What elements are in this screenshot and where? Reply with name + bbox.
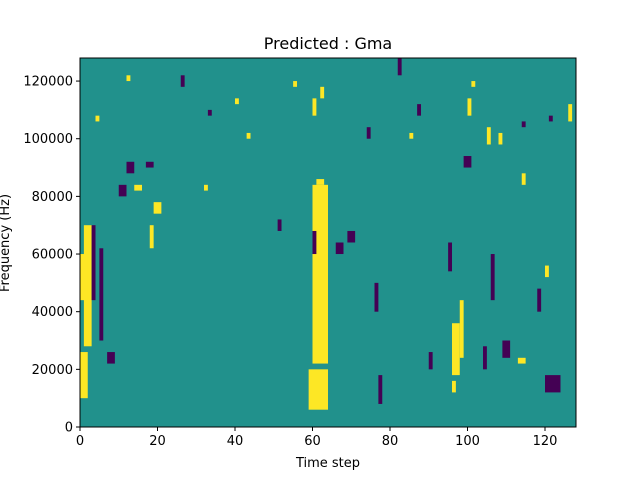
plot-area xyxy=(79,57,577,428)
heatmap-cells xyxy=(80,58,573,410)
y-axis-title: Frequency (Hz) xyxy=(0,194,13,292)
y-tick-label: 60000 xyxy=(32,248,73,263)
x-tick-label: 20 xyxy=(149,434,166,449)
x-tick-label: 0 xyxy=(76,434,84,449)
heatmap-cell-53 xyxy=(463,156,472,168)
plot-frame xyxy=(79,57,577,428)
y-tick-label: 120000 xyxy=(23,75,73,90)
heatmap-cell-42 xyxy=(545,375,561,393)
heatmap-cell-51 xyxy=(397,58,402,76)
heatmap-cell-2 xyxy=(80,254,88,301)
heatmap-cell-41 xyxy=(490,254,495,301)
x-tick-label: 120 xyxy=(533,434,558,449)
heatmap-cell-30 xyxy=(99,248,104,341)
y-tick-label: 0 xyxy=(65,421,73,436)
heatmap-cell-28 xyxy=(498,132,503,145)
heatmap-cell-36 xyxy=(374,282,379,312)
x-axis: 0 20 40 60 80 100 120 xyxy=(76,427,558,449)
heatmap-cell-16 xyxy=(235,98,239,105)
heatmap-cell-55 xyxy=(548,115,553,122)
heatmap-cell-50 xyxy=(366,127,371,139)
heatmap-cell-33 xyxy=(312,230,317,255)
chart-title: Predicted : Gma xyxy=(264,34,392,53)
heatmap-cell-1 xyxy=(83,225,92,347)
heatmap-cell-49 xyxy=(277,219,282,231)
x-tick-label: 100 xyxy=(455,434,480,449)
heatmap-cell-31 xyxy=(107,352,115,364)
heatmap-cell-10 xyxy=(517,357,526,364)
heatmap-cell-5 xyxy=(316,179,325,185)
heatmap-cell-48 xyxy=(207,109,212,116)
x-tick-label: 60 xyxy=(304,434,321,449)
heatmap-cell-38 xyxy=(428,352,433,370)
x-tick-label: 40 xyxy=(227,434,244,449)
heatmap-cell-13 xyxy=(149,225,154,249)
heatmap-cell-54 xyxy=(521,121,526,128)
heatmap-cell-20 xyxy=(320,86,325,99)
heatmap-cell-8 xyxy=(452,380,456,393)
heatmap-cell-14 xyxy=(153,202,162,214)
heatmap-cell-19 xyxy=(312,98,317,116)
heatmap-cell-9 xyxy=(134,184,142,191)
heatmap-cell-21 xyxy=(409,132,414,139)
y-axis: 0 20000 40000 60000 80000 100000 120000 xyxy=(23,75,80,436)
heatmap-cell-47 xyxy=(180,75,185,87)
heatmap-cell-4 xyxy=(308,369,329,410)
heatmap-cell-22 xyxy=(471,81,476,87)
heatmap-cell-52 xyxy=(417,104,422,116)
heatmap-cell-32 xyxy=(118,184,127,197)
x-axis-title: Time step xyxy=(295,456,360,471)
heatmap-cell-26 xyxy=(568,104,573,122)
heatmap-cell-24 xyxy=(521,173,526,185)
heatmap-cell-34 xyxy=(335,242,344,255)
heatmap-cell-6 xyxy=(452,323,460,376)
heatmap-cell-29 xyxy=(91,225,96,301)
y-tick-label: 40000 xyxy=(32,305,73,320)
heatmap-cell-11 xyxy=(95,115,100,122)
heatmap-cell-35 xyxy=(347,230,356,243)
y-tick-label: 80000 xyxy=(32,190,73,205)
heatmap-cell-27 xyxy=(467,98,472,116)
heatmap-cell-39 xyxy=(448,242,453,272)
heatmap-cell-25 xyxy=(545,265,549,278)
y-tick-label: 20000 xyxy=(32,363,73,378)
y-tick-label: 100000 xyxy=(23,132,73,147)
heatmap-cell-17 xyxy=(246,132,251,139)
heatmap-cell-40 xyxy=(483,346,487,370)
heatmap-cell-0 xyxy=(80,352,88,399)
heatmap-cell-37 xyxy=(378,375,383,404)
heatmap-cell-46 xyxy=(145,161,154,168)
heatmap-cell-43 xyxy=(537,288,542,312)
heatmap-cell-7 xyxy=(459,300,464,358)
heatmap-cell-15 xyxy=(204,184,208,191)
heatmap-cell-12 xyxy=(126,75,131,82)
heatmap-cell-18 xyxy=(293,81,298,87)
heatmap-cell-3 xyxy=(312,184,328,364)
heatmap-cell-23 xyxy=(486,127,491,145)
heatmap-cell-44 xyxy=(502,340,511,358)
x-tick-label: 80 xyxy=(382,434,399,449)
heatmap-cell-45 xyxy=(126,161,135,174)
